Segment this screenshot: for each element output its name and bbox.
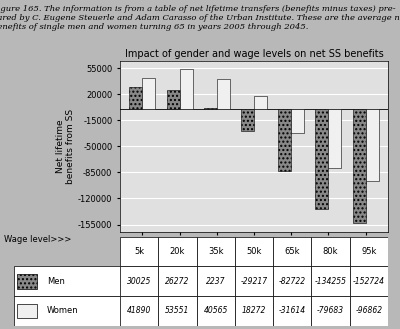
Bar	[353, 109, 366, 223]
FancyBboxPatch shape	[312, 237, 350, 266]
Text: 50k: 50k	[246, 247, 262, 256]
FancyBboxPatch shape	[196, 296, 235, 326]
Text: 26272: 26272	[165, 277, 190, 286]
FancyBboxPatch shape	[235, 296, 273, 326]
Text: 41890: 41890	[127, 306, 151, 316]
Text: 95k: 95k	[361, 247, 376, 256]
Bar	[241, 109, 254, 131]
Text: Men: Men	[47, 277, 65, 286]
Bar	[316, 109, 328, 209]
Bar	[291, 109, 304, 133]
Text: -29217: -29217	[240, 277, 268, 286]
FancyBboxPatch shape	[350, 237, 388, 266]
Bar	[278, 109, 291, 171]
FancyBboxPatch shape	[158, 296, 196, 326]
FancyBboxPatch shape	[273, 296, 312, 326]
Bar	[142, 78, 155, 109]
Bar	[204, 108, 217, 109]
FancyBboxPatch shape	[235, 237, 273, 266]
Bar	[217, 79, 230, 109]
Text: 30025: 30025	[127, 277, 151, 286]
Bar	[328, 109, 342, 168]
FancyBboxPatch shape	[235, 266, 273, 296]
Text: 80k: 80k	[323, 247, 338, 256]
FancyBboxPatch shape	[120, 266, 158, 296]
FancyBboxPatch shape	[350, 266, 388, 296]
Text: -134255: -134255	[314, 277, 346, 286]
Text: 35k: 35k	[208, 247, 224, 256]
FancyBboxPatch shape	[120, 237, 158, 266]
FancyBboxPatch shape	[273, 266, 312, 296]
Text: 2237: 2237	[206, 277, 226, 286]
Bar	[366, 109, 379, 181]
FancyBboxPatch shape	[312, 296, 350, 326]
Text: 5k: 5k	[134, 247, 144, 256]
Text: 65k: 65k	[284, 247, 300, 256]
Text: -31614: -31614	[279, 306, 306, 316]
Text: Wage level>>>: Wage level>>>	[4, 235, 71, 244]
FancyBboxPatch shape	[14, 266, 120, 296]
Bar	[166, 90, 180, 109]
Bar	[180, 69, 192, 109]
Bar	[254, 96, 267, 109]
FancyBboxPatch shape	[312, 266, 350, 296]
FancyBboxPatch shape	[158, 237, 196, 266]
Text: 20k: 20k	[170, 247, 185, 256]
Text: -96862: -96862	[355, 306, 382, 316]
Text: -79683: -79683	[317, 306, 344, 316]
Text: Women: Women	[47, 306, 79, 316]
Title: Impact of gender and wage levels on net SS benefits: Impact of gender and wage levels on net …	[125, 49, 383, 59]
FancyBboxPatch shape	[273, 237, 312, 266]
FancyBboxPatch shape	[14, 296, 120, 326]
Text: 18272: 18272	[242, 306, 266, 316]
FancyBboxPatch shape	[17, 303, 37, 318]
Text: Figure 165. The information is from a table of net lifetime transfers (benefits : Figure 165. The information is from a ta…	[0, 5, 400, 31]
Bar	[129, 87, 142, 109]
Text: -152724: -152724	[353, 277, 385, 286]
Text: 53551: 53551	[165, 306, 190, 316]
Text: -82722: -82722	[279, 277, 306, 286]
Y-axis label: Net lifetime
benefits from SS: Net lifetime benefits from SS	[56, 109, 75, 184]
FancyBboxPatch shape	[196, 266, 235, 296]
Text: 40565: 40565	[204, 306, 228, 316]
FancyBboxPatch shape	[350, 296, 388, 326]
FancyBboxPatch shape	[120, 296, 158, 326]
FancyBboxPatch shape	[196, 237, 235, 266]
FancyBboxPatch shape	[158, 266, 196, 296]
FancyBboxPatch shape	[17, 274, 37, 289]
